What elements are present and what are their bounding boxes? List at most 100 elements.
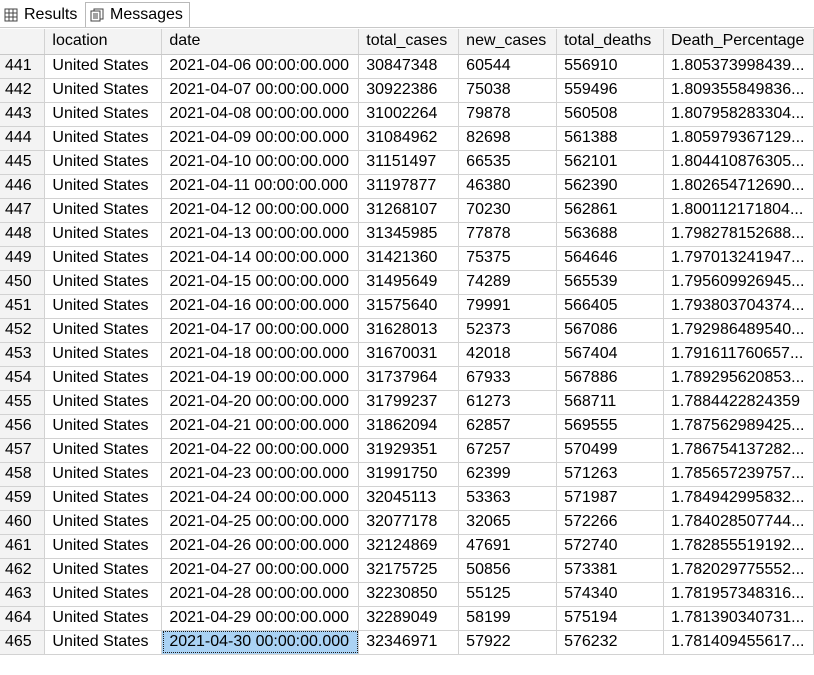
cell-date[interactable]: 2021-04-08 00:00:00.000: [161, 102, 360, 127]
row-number[interactable]: 446: [0, 174, 46, 199]
column-header-death-percentage[interactable]: Death_Percentage: [663, 29, 814, 55]
cell-date[interactable]: 2021-04-24 00:00:00.000: [161, 486, 360, 511]
cell-death-percentage[interactable]: 1.805979367129...: [663, 126, 814, 151]
cell-death-percentage[interactable]: 1.784028507744...: [663, 510, 814, 535]
table-row[interactable]: 461 United States 2021-04-26 00:00:00.000 3…: [0, 534, 814, 559]
row-number[interactable]: 443: [0, 102, 46, 127]
cell-total-cases[interactable]: 32346971: [358, 630, 460, 655]
cell-location[interactable]: United States: [44, 606, 163, 631]
cell-date[interactable]: 2021-04-18 00:00:00.000: [161, 342, 360, 367]
cell-location[interactable]: United States: [44, 414, 163, 439]
cell-total-cases[interactable]: 32230850: [358, 582, 460, 607]
cell-new-cases[interactable]: 46380: [458, 174, 558, 199]
cell-total-cases[interactable]: 31862094: [358, 414, 460, 439]
cell-new-cases[interactable]: 75375: [458, 246, 558, 271]
cell-total-cases[interactable]: 31495649: [358, 270, 460, 295]
table-row[interactable]: 442 United States 2021-04-07 00:00:00.000 3…: [0, 78, 814, 103]
cell-date[interactable]: 2021-04-15 00:00:00.000: [161, 270, 360, 295]
cell-total-deaths[interactable]: 565539: [556, 270, 665, 295]
cell-total-deaths[interactable]: 570499: [556, 438, 665, 463]
cell-date[interactable]: 2021-04-28 00:00:00.000: [161, 582, 360, 607]
cell-total-cases[interactable]: 32289049: [358, 606, 460, 631]
cell-death-percentage[interactable]: 1.781409455617...: [663, 630, 814, 655]
cell-death-percentage[interactable]: 1.797013241947...: [663, 246, 814, 271]
row-number[interactable]: 459: [0, 486, 46, 511]
cell-total-deaths[interactable]: 574340: [556, 582, 665, 607]
table-row[interactable]: 444 United States 2021-04-09 00:00:00.000 3…: [0, 126, 814, 151]
cell-location[interactable]: United States: [44, 366, 163, 391]
row-number[interactable]: 444: [0, 126, 46, 151]
cell-new-cases[interactable]: 75038: [458, 78, 558, 103]
cell-death-percentage[interactable]: 1.7884422824359: [663, 390, 814, 415]
cell-new-cases[interactable]: 32065: [458, 510, 558, 535]
cell-location[interactable]: United States: [44, 78, 163, 103]
cell-new-cases[interactable]: 55125: [458, 582, 558, 607]
cell-death-percentage[interactable]: 1.781390340731...: [663, 606, 814, 631]
cell-new-cases[interactable]: 60544: [458, 54, 558, 79]
cell-date[interactable]: 2021-04-14 00:00:00.000: [161, 246, 360, 271]
cell-new-cases[interactable]: 42018: [458, 342, 558, 367]
table-row[interactable]: 458 United States 2021-04-23 00:00:00.000 3…: [0, 462, 814, 487]
cell-death-percentage[interactable]: 1.784942995832...: [663, 486, 814, 511]
cell-total-deaths[interactable]: 562101: [556, 150, 665, 175]
cell-total-cases[interactable]: 31991750: [358, 462, 460, 487]
cell-new-cases[interactable]: 67257: [458, 438, 558, 463]
cell-total-deaths[interactable]: 562390: [556, 174, 665, 199]
cell-date[interactable]: 2021-04-09 00:00:00.000: [161, 126, 360, 151]
row-number[interactable]: 449: [0, 246, 46, 271]
row-number[interactable]: 450: [0, 270, 46, 295]
cell-death-percentage[interactable]: 1.805373998439...: [663, 54, 814, 79]
table-row[interactable]: 460 United States 2021-04-25 00:00:00.000 3…: [0, 510, 814, 535]
cell-location[interactable]: United States: [44, 270, 163, 295]
row-number[interactable]: 456: [0, 414, 46, 439]
cell-date[interactable]: 2021-04-06 00:00:00.000: [161, 54, 360, 79]
cell-location[interactable]: United States: [44, 54, 163, 79]
table-row[interactable]: 445 United States 2021-04-10 00:00:00.000 3…: [0, 150, 814, 175]
row-number[interactable]: 448: [0, 222, 46, 247]
table-row[interactable]: 463 United States 2021-04-28 00:00:00.000 3…: [0, 582, 814, 607]
cell-death-percentage[interactable]: 1.782855519192...: [663, 534, 814, 559]
cell-date[interactable]: 2021-04-30 00:00:00.000: [161, 630, 360, 655]
cell-total-cases[interactable]: 32077178: [358, 510, 460, 535]
table-row[interactable]: 454 United States 2021-04-19 00:00:00.000 3…: [0, 366, 814, 391]
cell-location[interactable]: United States: [44, 558, 163, 583]
cell-total-cases[interactable]: 31421360: [358, 246, 460, 271]
cell-location[interactable]: United States: [44, 318, 163, 343]
cell-total-deaths[interactable]: 571987: [556, 486, 665, 511]
cell-new-cases[interactable]: 74289: [458, 270, 558, 295]
cell-date[interactable]: 2021-04-27 00:00:00.000: [161, 558, 360, 583]
cell-death-percentage[interactable]: 1.787562989425...: [663, 414, 814, 439]
cell-date[interactable]: 2021-04-12 00:00:00.000: [161, 198, 360, 223]
cell-new-cases[interactable]: 58199: [458, 606, 558, 631]
cell-total-deaths[interactable]: 567886: [556, 366, 665, 391]
cell-total-cases[interactable]: 32124869: [358, 534, 460, 559]
table-row[interactable]: 448 United States 2021-04-13 00:00:00.000 3…: [0, 222, 814, 247]
table-row[interactable]: 464 United States 2021-04-29 00:00:00.000 3…: [0, 606, 814, 631]
cell-location[interactable]: United States: [44, 126, 163, 151]
cell-total-deaths[interactable]: 562861: [556, 198, 665, 223]
cell-total-deaths[interactable]: 561388: [556, 126, 665, 151]
row-number[interactable]: 462: [0, 558, 46, 583]
cell-location[interactable]: United States: [44, 534, 163, 559]
cell-location[interactable]: United States: [44, 630, 163, 655]
cell-total-deaths[interactable]: 576232: [556, 630, 665, 655]
cell-total-deaths[interactable]: 573381: [556, 558, 665, 583]
cell-death-percentage[interactable]: 1.792986489540...: [663, 318, 814, 343]
cell-new-cases[interactable]: 67933: [458, 366, 558, 391]
cell-location[interactable]: United States: [44, 486, 163, 511]
cell-new-cases[interactable]: 61273: [458, 390, 558, 415]
cell-total-cases[interactable]: 32175725: [358, 558, 460, 583]
cell-death-percentage[interactable]: 1.795609926945...: [663, 270, 814, 295]
row-number[interactable]: 463: [0, 582, 46, 607]
cell-total-cases[interactable]: 31575640: [358, 294, 460, 319]
table-row[interactable]: 447 United States 2021-04-12 00:00:00.000 3…: [0, 198, 814, 223]
row-number-header[interactable]: [0, 29, 46, 55]
column-header-total-deaths[interactable]: total_deaths: [556, 29, 665, 55]
row-number[interactable]: 461: [0, 534, 46, 559]
cell-date[interactable]: 2021-04-19 00:00:00.000: [161, 366, 360, 391]
cell-total-cases[interactable]: 30847348: [358, 54, 460, 79]
cell-date[interactable]: 2021-04-20 00:00:00.000: [161, 390, 360, 415]
table-row[interactable]: 462 United States 2021-04-27 00:00:00.000 3…: [0, 558, 814, 583]
cell-death-percentage[interactable]: 1.791611760657...: [663, 342, 814, 367]
cell-date[interactable]: 2021-04-10 00:00:00.000: [161, 150, 360, 175]
